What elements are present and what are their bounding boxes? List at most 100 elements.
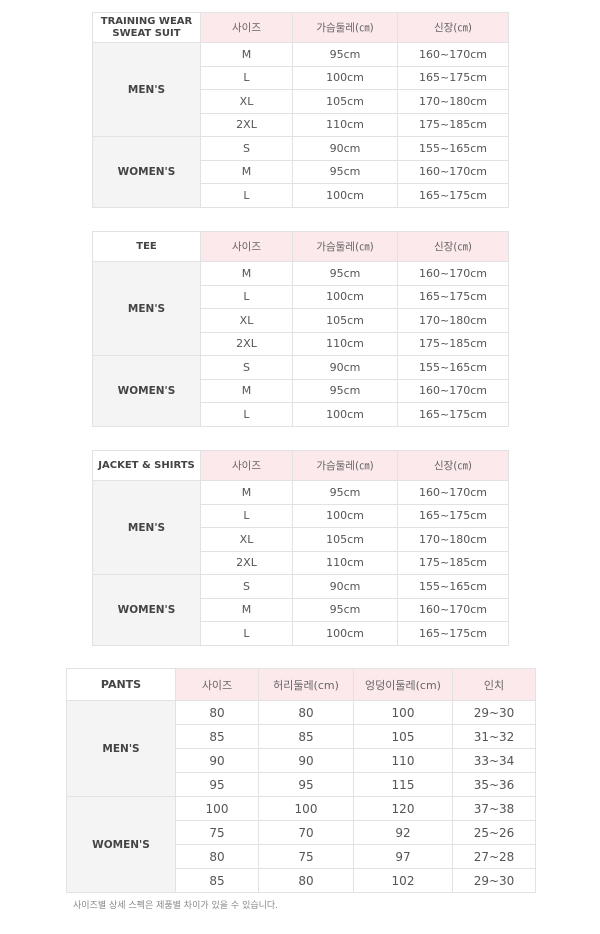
size-note: 사이즈별 상세 스펙은 제품별 차이가 있을 수 있습니다. — [73, 901, 279, 911]
table-cell: 100cm — [292, 65, 398, 90]
table-cell: 100 — [175, 796, 259, 821]
table-cell: 80 — [175, 844, 259, 869]
table-cell: 155~165cm — [397, 355, 509, 380]
column-header: 가슴둘레(㎝) — [292, 450, 398, 481]
size-table-jacket-shirts: JACKET & SHIRTS 사이즈 가슴둘레(㎝) 신장(㎝) MEN'S M 95cm… — [92, 450, 509, 646]
group-label: WOMEN'S — [92, 574, 201, 646]
table-cell: 160~170cm — [397, 42, 509, 67]
table-cell: M — [200, 42, 293, 67]
table-cell: 95 — [175, 772, 259, 797]
table-row: MEN'S M 95cm 160~170cm — [92, 480, 509, 575]
table-cell: 75 — [175, 820, 259, 845]
table-cell: 105cm — [292, 89, 398, 114]
table-cell: 105 — [353, 724, 453, 749]
category-label: PANTS — [66, 668, 176, 701]
size-table-training-wear: TRAINING WEAR SWEAT SUIT 사이즈 가슴둘레(㎝) 신장(㎝) M… — [92, 12, 509, 208]
table-cell: 90cm — [292, 574, 398, 599]
group-label: MEN'S — [92, 42, 201, 137]
table-row: L 100cm 165~175cm — [93, 183, 509, 208]
table-cell: XL — [200, 308, 293, 333]
table-row: WOMEN'S S 90cm 155~165cm — [92, 574, 509, 646]
header-row: TEE 사이즈 가슴둘레(㎝) 신장(㎝) — [92, 231, 509, 262]
table-cell: 102 — [353, 868, 453, 893]
table-cell: L — [200, 284, 293, 309]
table-row: WOMEN'S 100 100 120 37~38 — [66, 796, 536, 893]
column-header: 신장(㎝) — [397, 450, 509, 481]
table-cell: 75 — [258, 844, 354, 869]
column-header: 신장(㎝) — [397, 231, 509, 262]
table-row: XL 105cm 170~180cm — [93, 89, 509, 114]
table-cell: XL — [200, 527, 293, 552]
table-cell: 95 — [258, 772, 354, 797]
table-cell: 110cm — [292, 112, 398, 137]
table-row: L 100cm 165~175cm — [93, 621, 509, 646]
table-cell: 37~38 — [452, 796, 536, 821]
table-cell: 31~32 — [452, 724, 536, 749]
table-row: M 95cm 160~170cm — [93, 378, 509, 403]
table-cell: M — [200, 261, 293, 286]
group-label: MEN'S — [66, 700, 176, 797]
table-cell: 2XL — [200, 331, 293, 356]
table-cell: 170~180cm — [397, 89, 509, 114]
table-row: L 100cm 165~175cm — [93, 284, 509, 309]
table-cell: 155~165cm — [397, 136, 509, 161]
table-cell: 170~180cm — [397, 527, 509, 552]
table-cell: 100 — [353, 700, 453, 725]
table-cell: 165~175cm — [397, 65, 509, 90]
table-cell: 120 — [353, 796, 453, 821]
table-cell: 92 — [353, 820, 453, 845]
table-cell: 100cm — [292, 183, 398, 208]
table-cell: L — [200, 621, 293, 646]
group-label: MEN'S — [92, 261, 201, 356]
table-cell: 105cm — [292, 527, 398, 552]
table-cell: M — [200, 159, 293, 184]
table-row: MEN'S M 95cm 160~170cm — [92, 261, 509, 356]
group-label: WOMEN'S — [92, 136, 201, 208]
category-label: TEE — [92, 231, 201, 262]
table-cell: 95cm — [292, 378, 398, 403]
table-cell: 70 — [258, 820, 354, 845]
column-header: 사이즈 — [200, 450, 293, 481]
column-header: 사이즈 — [200, 12, 293, 43]
header-row: JACKET & SHIRTS 사이즈 가슴둘레(㎝) 신장(㎝) — [92, 450, 509, 481]
table-cell: 165~175cm — [397, 183, 509, 208]
table-cell: M — [200, 378, 293, 403]
table-cell: 115 — [353, 772, 453, 797]
header-row: TRAINING WEAR SWEAT SUIT 사이즈 가슴둘레(㎝) 신장(㎝) — [92, 12, 509, 43]
table-row: 2XL 110cm 175~185cm — [93, 112, 509, 137]
table-cell: 80 — [258, 868, 354, 893]
table-cell: L — [200, 503, 293, 528]
table-cell: M — [200, 597, 293, 622]
table-cell: 110cm — [292, 331, 398, 356]
table-cell: S — [200, 355, 293, 380]
table-cell: 175~185cm — [397, 331, 509, 356]
table-cell: 97 — [353, 844, 453, 869]
table-cell: 110 — [353, 748, 453, 773]
table-row: XL 105cm 170~180cm — [93, 308, 509, 333]
group-label: WOMEN'S — [66, 796, 176, 893]
table-cell: 90cm — [292, 136, 398, 161]
table-row: MEN'S 80 80 100 29~30 — [66, 700, 536, 797]
table-cell: 25~26 — [452, 820, 536, 845]
header-row: PANTS 사이즈 허리둘레(cm) 엉덩이둘레(cm) 인치 — [66, 668, 536, 701]
size-table-tee: TEE 사이즈 가슴둘레(㎝) 신장(㎝) MEN'S M 95cm 160~170cm L 10… — [92, 231, 509, 427]
table-row: MEN'S M 95cm 160~170cm — [92, 42, 509, 137]
column-header: 엉덩이둘레(cm) — [353, 668, 453, 701]
table-cell: 165~175cm — [397, 621, 509, 646]
table-cell: 80 — [175, 700, 259, 725]
category-label: JACKET & SHIRTS — [92, 450, 201, 481]
table-cell: 105cm — [292, 308, 398, 333]
table-cell: 85 — [175, 868, 259, 893]
table-cell: 100cm — [292, 402, 398, 427]
table-row: 85 85 105 31~32 — [67, 724, 536, 749]
table-cell: 80 — [258, 700, 354, 725]
column-header: 가슴둘레(㎝) — [292, 231, 398, 262]
table-cell: 110cm — [292, 550, 398, 575]
group-label: WOMEN'S — [92, 355, 201, 427]
column-header: 인치 — [452, 668, 536, 701]
table-cell: 90cm — [292, 355, 398, 380]
table-cell: 155~165cm — [397, 574, 509, 599]
table-cell: 95cm — [292, 261, 398, 286]
table-row: WOMEN'S S 90cm 155~165cm — [92, 355, 509, 427]
table-cell: 29~30 — [452, 868, 536, 893]
